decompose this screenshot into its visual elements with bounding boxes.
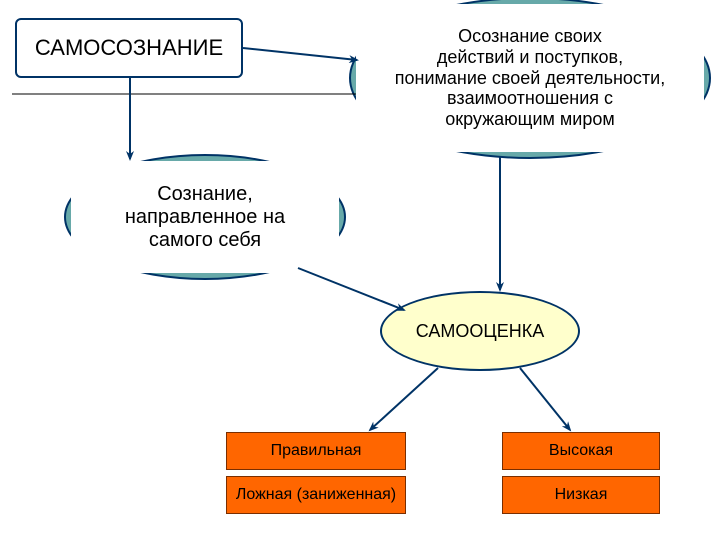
box-low: Низкая — [502, 476, 660, 514]
edge-4 — [370, 368, 438, 430]
definition-text: Осознание своихдействий и поступков,пони… — [395, 26, 665, 129]
title-text: САМОСОЗНАНИЕ — [35, 35, 223, 61]
box-high-text: Высокая — [549, 442, 613, 460]
self-esteem-text: САМООЦЕНКА — [416, 321, 544, 342]
diagram-stage: САМОСОЗНАНИЕ Осознание своихдействий и п… — [0, 0, 720, 540]
box-low-text: Низкая — [555, 486, 608, 504]
sub-text: Сознание,направленное насамого себя — [125, 183, 285, 252]
definition-ellipse: Осознание своихдействий и поступков,пони… — [356, 4, 704, 152]
box-false: Ложная (заниженная) — [226, 476, 406, 514]
edge-3 — [298, 268, 404, 310]
title-box: САМОСОЗНАНИЕ — [15, 18, 243, 78]
box-high: Высокая — [502, 432, 660, 470]
box-false-text: Ложная (заниженная) — [236, 486, 396, 504]
sub-ellipse: Сознание,направленное насамого себя — [71, 161, 339, 273]
box-correct: Правильная — [226, 432, 406, 470]
edge-0 — [243, 48, 357, 60]
edge-5 — [520, 368, 570, 430]
self-esteem-ellipse: САМООЦЕНКА — [380, 291, 580, 371]
box-correct-text: Правильная — [271, 442, 362, 460]
